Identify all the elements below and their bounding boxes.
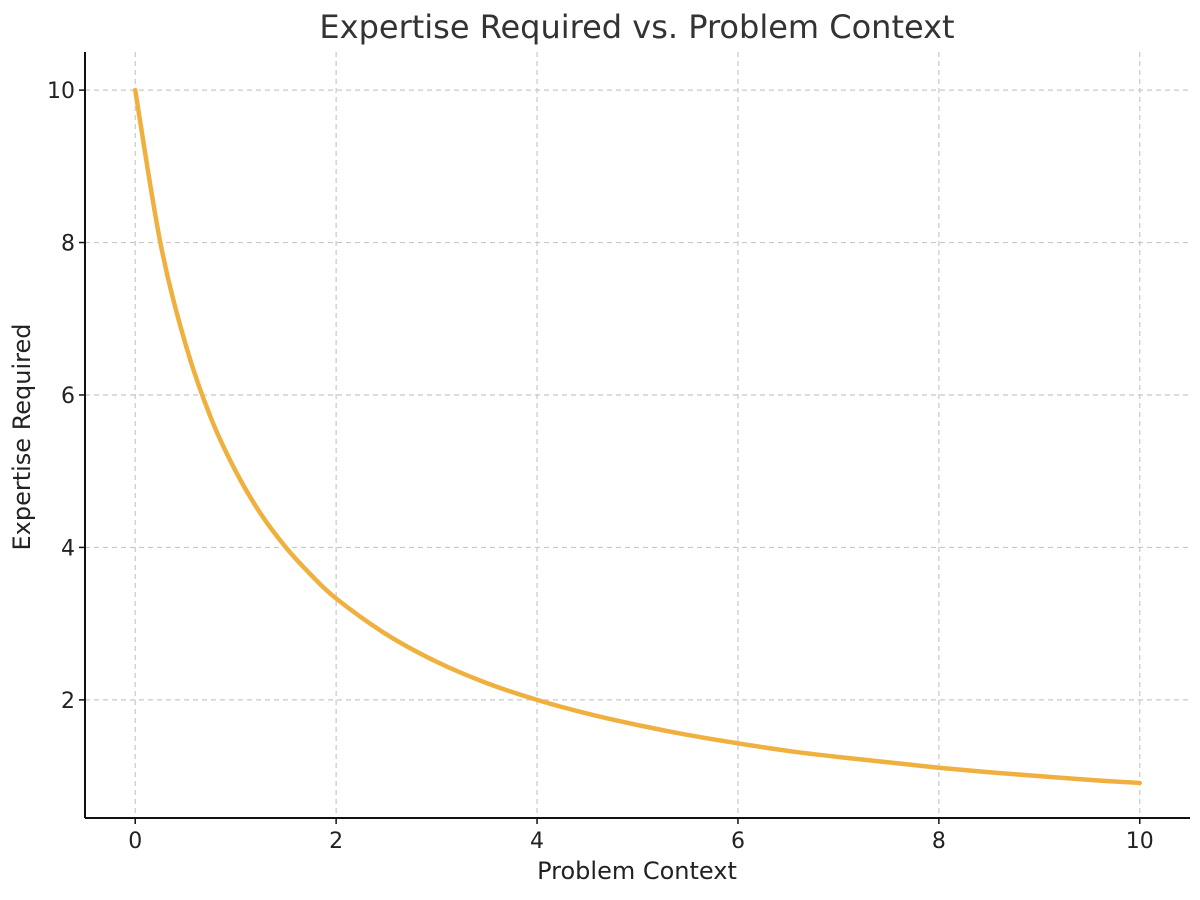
y-axis-label: Expertise Required xyxy=(8,323,36,550)
x-tick-label: 0 xyxy=(128,829,142,854)
y-tick-label: 10 xyxy=(47,79,75,104)
x-tick-label: 2 xyxy=(329,829,343,854)
y-tick-label: 8 xyxy=(61,232,75,257)
x-tick-label: 10 xyxy=(1126,829,1154,854)
ticks: 0 2 4 6 8 10 2 4 6 8 10 xyxy=(47,79,1154,854)
x-tick-label: 4 xyxy=(530,829,544,854)
y-tick-label: 4 xyxy=(61,536,75,561)
axes xyxy=(84,52,1190,819)
chart-title: Expertise Required vs. Problem Context xyxy=(319,8,954,46)
y-tick-label: 6 xyxy=(61,384,75,409)
x-tick-label: 8 xyxy=(932,829,946,854)
grid xyxy=(85,52,1190,818)
x-tick-label: 6 xyxy=(731,829,745,854)
x-axis-label: Problem Context xyxy=(537,857,737,885)
y-tick-label: 2 xyxy=(61,689,75,714)
series xyxy=(132,87,1143,786)
series-line xyxy=(132,87,1143,786)
